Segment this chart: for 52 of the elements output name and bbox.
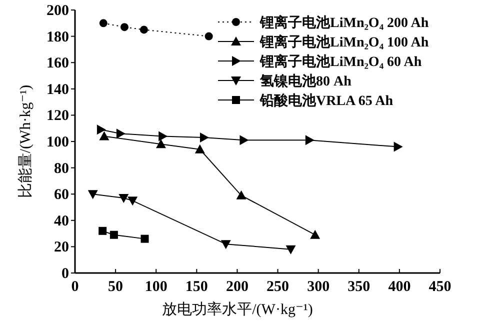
legend-label: 锂离子电池LiMn₂O₄ 200 Ah (259, 14, 429, 31)
x-tick-label: 150 (185, 279, 208, 295)
y-tick-label: 180 (46, 29, 69, 46)
x-tick-label: 300 (307, 279, 330, 295)
y-tick-label: 140 (46, 82, 69, 98)
x-axis-title: 放电功率水平/(W·kg⁻¹) (162, 301, 313, 318)
y-tick-label: 60 (54, 187, 69, 204)
point (120, 23, 128, 32)
point (394, 142, 403, 152)
legend-label: 锂离子电池LiMn₂O₄ 60 Ah (259, 53, 422, 70)
point (98, 226, 107, 235)
x-tick-label: 0 (71, 279, 79, 295)
y-tick-label: 40 (54, 213, 69, 230)
point (99, 19, 108, 28)
point (140, 234, 149, 243)
point (286, 245, 296, 254)
y-tick-label: 100 (46, 134, 69, 150)
point (128, 196, 138, 206)
x-tick-label: 100 (144, 279, 168, 295)
y-tick-label: 120 (46, 108, 69, 124)
x-tick-label: 50 (108, 279, 124, 295)
x-tick-label: 200 (226, 279, 248, 295)
y-tick-label: 80 (54, 160, 69, 177)
x-tick-label: 400 (388, 279, 411, 295)
x-tick-label: 450 (428, 279, 452, 295)
point (140, 26, 148, 34)
y-tick-label: 200 (46, 3, 69, 19)
point (99, 131, 110, 140)
point (158, 131, 168, 142)
y-axis-title: 比能量/(Wh·kg⁻¹) (17, 84, 34, 198)
point (200, 132, 209, 143)
point (110, 230, 118, 239)
point (194, 144, 205, 154)
x-tick-label: 250 (266, 279, 290, 295)
y-tick-label: 0 (62, 266, 69, 282)
legend-label: 锂离子电池LiMn₂O₄ 100 Ah (259, 34, 429, 50)
point (305, 135, 314, 146)
point (88, 190, 98, 200)
point (310, 230, 320, 239)
y-tick-label: 160 (46, 56, 69, 72)
point (116, 128, 126, 139)
point (96, 124, 106, 135)
point (236, 190, 246, 200)
point (204, 32, 213, 40)
point (156, 139, 166, 148)
legend-label: 铅酸电池VRLA 65 Ah (259, 93, 394, 109)
point (118, 194, 129, 204)
point (220, 240, 231, 250)
y-tick-label: 20 (54, 240, 69, 256)
legend-label: 氢镍电池80 Ah (259, 74, 352, 90)
x-tick-label: 350 (348, 279, 370, 295)
point (240, 135, 249, 146)
